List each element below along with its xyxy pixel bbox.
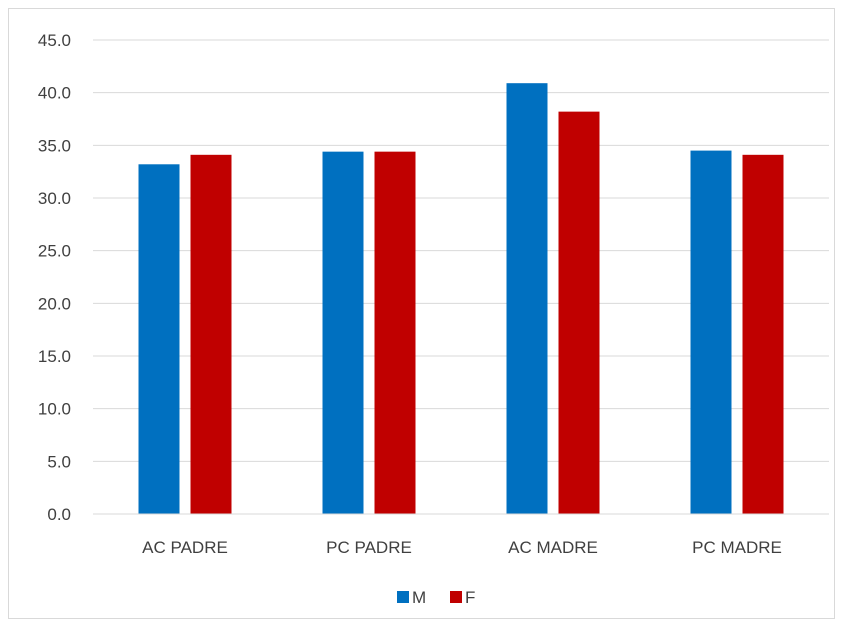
- y-tick-label: 5.0: [47, 452, 71, 471]
- legend-swatch-m: [397, 591, 409, 603]
- y-tick-label: 40.0: [38, 84, 71, 103]
- bar-m-2: [506, 83, 548, 514]
- y-tick-label: 10.0: [38, 400, 71, 419]
- bar-m-3: [690, 150, 732, 514]
- x-axis-tick-labels: AC PADRE PC PADRE AC MADRE PC MADRE: [142, 538, 782, 557]
- y-tick-label: 45.0: [38, 31, 71, 50]
- bar-f-3: [742, 154, 784, 514]
- legend-swatch-f: [450, 591, 462, 603]
- y-tick-label: 0.0: [47, 505, 71, 524]
- bar-m-1: [322, 151, 364, 515]
- legend-label-m: M: [412, 588, 426, 607]
- x-tick-label: AC MADRE: [508, 538, 598, 557]
- bar-f-0: [190, 154, 232, 514]
- bars: [138, 83, 784, 515]
- x-tick-label: PC PADRE: [326, 538, 412, 557]
- y-tick-label: 35.0: [38, 136, 71, 155]
- bar-f-2: [558, 111, 600, 515]
- y-tick-label: 25.0: [38, 242, 71, 261]
- y-axis-tick-labels: 0.0 5.0 10.0 15.0 20.0 25.0 30.0 35.0 40.0 45.0: [38, 31, 71, 524]
- legend-label-f: F: [465, 588, 475, 607]
- y-tick-label: 30.0: [38, 189, 71, 208]
- y-tick-label: 20.0: [38, 294, 71, 313]
- bar-m-0: [138, 164, 180, 514]
- y-tick-label: 15.0: [38, 347, 71, 366]
- x-tick-label: AC PADRE: [142, 538, 228, 557]
- x-tick-label: PC MADRE: [692, 538, 782, 557]
- bar-f-1: [374, 151, 416, 515]
